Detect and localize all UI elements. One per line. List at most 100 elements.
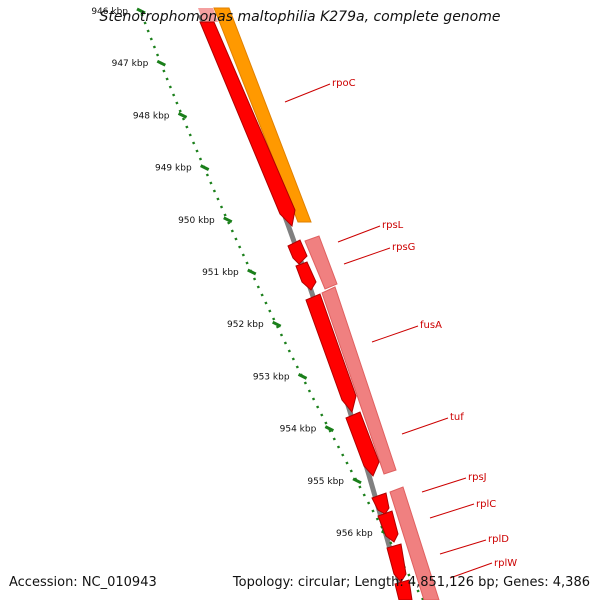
gene-leader-line bbox=[343, 247, 391, 265]
ruler-minor-tick bbox=[371, 509, 375, 513]
ruler-minor-tick bbox=[143, 21, 147, 25]
ruler-minor-tick bbox=[209, 181, 213, 185]
ruler-minor-tick bbox=[162, 69, 166, 73]
ruler-label: 955 kbp bbox=[307, 477, 344, 487]
ruler-minor-tick bbox=[181, 117, 186, 121]
ruler-minor-tick bbox=[407, 573, 411, 577]
ruler-minor-tick bbox=[324, 421, 328, 425]
ruler-major-tick bbox=[352, 477, 362, 485]
ruler-minor-tick bbox=[341, 453, 345, 457]
ruler-minor-tick bbox=[264, 301, 268, 305]
ruler-major-tick bbox=[223, 216, 233, 224]
ruler-minor-tick bbox=[336, 445, 341, 449]
ruler-minor-tick bbox=[316, 405, 320, 409]
ruler-minor-tick bbox=[219, 205, 224, 209]
ruler-minor-tick bbox=[216, 197, 220, 201]
ruler-major-tick bbox=[136, 7, 146, 15]
ruler-major-tick bbox=[297, 373, 308, 380]
ruler-major-tick bbox=[272, 320, 282, 328]
ruler-label: 947 kbp bbox=[112, 59, 149, 69]
gene-rpsL-arrow bbox=[287, 239, 308, 265]
ruler-minor-tick bbox=[366, 501, 371, 505]
ruler-major-tick bbox=[177, 112, 188, 119]
map-title: Stenotrophomonas maltophilia K279a, comp… bbox=[99, 9, 501, 25]
ruler-minor-tick bbox=[227, 221, 231, 225]
ruler-minor-tick bbox=[295, 365, 299, 369]
gene-rplC-arrow bbox=[377, 510, 399, 543]
gene-label-fusA: fusA bbox=[420, 320, 442, 331]
gene-label-rplD: rplD bbox=[488, 534, 509, 545]
gene-leader-line bbox=[337, 225, 381, 243]
gene-rpoC-pink-top bbox=[198, 8, 218, 22]
ruler-minor-tick bbox=[241, 253, 245, 257]
ruler-minor-tick bbox=[165, 77, 169, 81]
ruler-label: 949 kbp bbox=[155, 164, 192, 174]
ruler-minor-tick bbox=[345, 461, 349, 465]
gene-labels: rpoC rpsL rpsG fusA tuf rpsJ rplC rplD rplW bbox=[284, 78, 517, 579]
ruler-minor-tick bbox=[140, 13, 144, 17]
ruler-minor-tick bbox=[212, 189, 217, 193]
ruler-label: 952 kbp bbox=[227, 320, 264, 330]
accession-text: Accession: NC_010943 bbox=[9, 575, 157, 590]
ruler-label: 946 kbp bbox=[91, 7, 128, 17]
ruler-minor-tick bbox=[223, 213, 227, 217]
ruler-minor-tick bbox=[307, 389, 312, 393]
ruler-label: 950 kbp bbox=[178, 216, 215, 226]
ruler-major-tick bbox=[247, 268, 257, 276]
ruler-minor-tick bbox=[260, 293, 264, 297]
gene-rplW-arrow bbox=[394, 579, 413, 600]
gene-leader-line bbox=[449, 562, 493, 579]
gene-rpoC-orange bbox=[213, 7, 312, 223]
gene-leader-line bbox=[429, 503, 475, 519]
ruler-minor-tick bbox=[178, 109, 182, 113]
ruler-minor-tick bbox=[238, 245, 242, 249]
gene-leader-line bbox=[371, 325, 419, 343]
ruler-minor-tick bbox=[332, 437, 336, 441]
ruler-minor-tick bbox=[172, 93, 176, 97]
gene-fusA-arrow bbox=[305, 293, 357, 414]
ruler-minor-tick bbox=[389, 541, 393, 545]
gene-rplD-arrow bbox=[386, 543, 407, 583]
ruler-minor-tick bbox=[230, 229, 234, 233]
ruler-minor-tick bbox=[168, 85, 172, 89]
gene-label-rplC: rplC bbox=[476, 499, 496, 510]
ruler-label: 948 kbp bbox=[133, 111, 170, 121]
ruler-minor-tick bbox=[198, 157, 203, 161]
genome-stats-text: Topology: circular; Length: 4,851,126 bp… bbox=[232, 575, 590, 590]
ruler-minor-tick bbox=[320, 413, 324, 417]
gene-rpoC-arrow bbox=[199, 21, 296, 228]
ruler-minor-tick bbox=[188, 133, 192, 137]
gene-label-rpsL: rpsL bbox=[382, 220, 404, 231]
ruler-minor-tick bbox=[291, 357, 295, 361]
gene-fusA-tuf-light bbox=[321, 286, 397, 475]
genome-backbone bbox=[197, 13, 407, 600]
gene-rpsL-rpsG-light bbox=[304, 235, 338, 290]
ruler-minor-tick bbox=[175, 101, 179, 105]
ruler-minor-tick bbox=[185, 125, 189, 129]
ruler-minor-tick bbox=[192, 141, 196, 145]
gene-leader-line bbox=[421, 477, 467, 493]
ruler-minor-tick bbox=[256, 285, 260, 289]
ruler-label: 956 kbp bbox=[336, 529, 373, 539]
ruler-minor-tick bbox=[234, 237, 238, 241]
gene-label-rpsJ: rpsJ bbox=[468, 472, 487, 483]
ruler-minor-tick bbox=[358, 485, 362, 489]
ruler-minor-tick bbox=[152, 45, 157, 49]
ruler-major-tick bbox=[200, 164, 210, 171]
gene-label-rpoC: rpoC bbox=[332, 78, 356, 89]
ruler-minor-tick bbox=[272, 317, 276, 321]
ruler-minor-tick bbox=[252, 277, 257, 281]
ruler-minor-tick bbox=[349, 469, 353, 473]
ruler-minor-tick bbox=[268, 309, 272, 313]
ruler-label: 954 kbp bbox=[280, 425, 317, 435]
ruler-minor-tick bbox=[416, 589, 420, 593]
ruler-minor-tick bbox=[149, 37, 153, 41]
ruler-minor-tick bbox=[287, 349, 291, 353]
gene-label-rplW: rplW bbox=[494, 558, 517, 569]
ruler-minor-tick bbox=[205, 173, 210, 177]
ruler-label: 953 kbp bbox=[253, 372, 290, 382]
ruler-minor-tick bbox=[155, 53, 160, 57]
gene-leader-line bbox=[439, 539, 487, 555]
ruler-minor-tick bbox=[375, 517, 380, 521]
